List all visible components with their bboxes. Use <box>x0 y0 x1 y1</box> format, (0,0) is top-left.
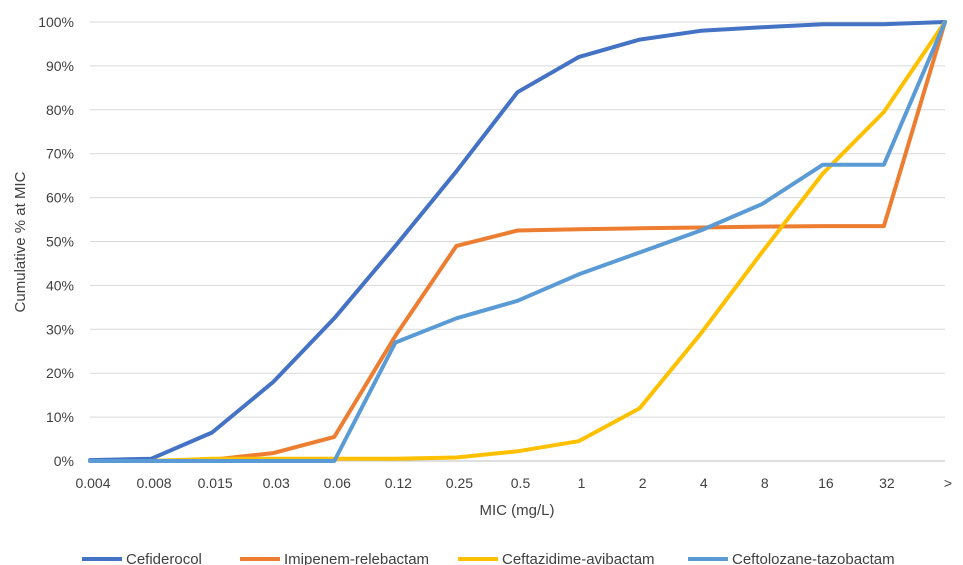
x-tick-label: 0.004 <box>75 475 110 491</box>
x-tick-label: 0.5 <box>511 475 531 491</box>
x-tick-label: 32 <box>879 475 895 491</box>
x-tick-label: 4 <box>700 475 708 491</box>
y-tick-label: 40% <box>46 277 74 293</box>
x-tick-label: 0.008 <box>137 475 172 491</box>
y-axis-title: Cumulative % at MIC <box>12 171 29 312</box>
y-tick-label: 70% <box>46 146 74 162</box>
legend-label: Ceftolozane-tazobactam <box>732 551 895 565</box>
legend-item-imipenem-relebactam: Imipenem-relebactam <box>240 551 429 565</box>
legend-label: Ceftazidime-avibactam <box>502 551 655 565</box>
x-axis-title: MIC (mg/L) <box>480 502 555 519</box>
x-tick-label: 0.015 <box>198 475 233 491</box>
legend-label: Imipenem-relebactam <box>284 551 429 565</box>
y-tick-label: 60% <box>46 190 74 206</box>
y-tick-label: 0% <box>54 453 74 469</box>
y-tick-label: 10% <box>46 409 74 425</box>
series-line-ceftolozane-tazobactam <box>88 20 947 463</box>
y-tick-label: 20% <box>46 365 74 381</box>
series-lines <box>88 20 947 463</box>
y-tick-label: 50% <box>46 234 74 250</box>
x-tick-label: 0.25 <box>446 475 473 491</box>
x-tick-label: > <box>944 475 952 491</box>
x-tick-label: 2 <box>639 475 647 491</box>
series-line-cefiderocol <box>88 20 947 463</box>
y-tick-label: 90% <box>46 58 74 74</box>
x-tick-label: 0.12 <box>385 475 412 491</box>
legend-label: Cefiderocol <box>126 551 202 565</box>
y-axis-tick-labels: 0% 10% 20% 30% 40% 50% 60% 70% 80% 90% 100% <box>38 14 74 469</box>
legend: Cefiderocol Imipenem-relebactam Ceftazidim… <box>82 551 895 565</box>
x-tick-label: 0.06 <box>324 475 351 491</box>
x-tick-label: 1 <box>578 475 586 491</box>
x-tick-label: 8 <box>761 475 769 491</box>
legend-item-ceftazidime-avibactam: Ceftazidime-avibactam <box>458 551 655 565</box>
x-axis-tick-labels: 0.004 0.008 0.015 0.03 0.06 0.12 0.25 0.5 1 2 4 8 16… <box>75 475 952 491</box>
legend-item-cefiderocol: Cefiderocol <box>82 551 202 565</box>
x-tick-label: 0.03 <box>263 475 290 491</box>
series-line-ceftazidime-avibactam <box>88 20 947 463</box>
y-tick-label: 30% <box>46 321 74 337</box>
y-tick-label: 100% <box>38 14 74 30</box>
y-tick-label: 80% <box>46 102 74 118</box>
legend-item-ceftolozane-tazobactam: Ceftolozane-tazobactam <box>688 551 895 565</box>
gridlines <box>90 21 945 462</box>
x-tick-label: 16 <box>818 475 834 491</box>
